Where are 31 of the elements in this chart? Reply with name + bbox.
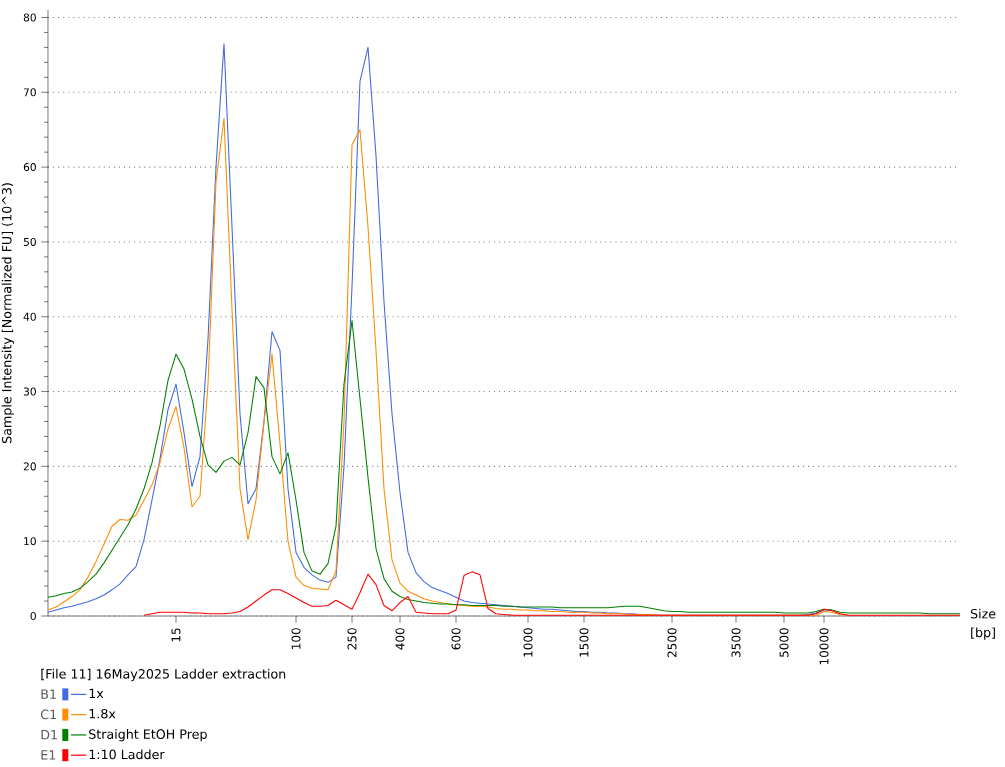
text: E1 bbox=[41, 750, 56, 760]
x-tick-label: 1500 bbox=[579, 628, 589, 657]
y-axis-title: Sample Intensity [Normalized FU] (10^3) bbox=[1, 183, 14, 444]
x-tick-label: 10000 bbox=[819, 628, 829, 665]
x-tick-label: 600 bbox=[451, 628, 461, 650]
x-tick-label: 5000 bbox=[779, 628, 789, 657]
x-tick-label: 250 bbox=[347, 628, 357, 650]
y-tick-label: 0 bbox=[30, 611, 36, 621]
legend-label: Straight EtOH Prep bbox=[89, 729, 207, 742]
x-axis-title: Size [bp] bbox=[970, 608, 996, 640]
y-tick-label: 40 bbox=[23, 312, 36, 321]
text: D1 bbox=[41, 730, 57, 740]
legend-label: 1.8x bbox=[89, 708, 116, 719]
y-tick-label: 10 bbox=[24, 537, 36, 546]
legend-label: 1:10 Ladder bbox=[89, 749, 165, 760]
y-tick-label: 70 bbox=[23, 88, 36, 97]
y-tick-label: 20 bbox=[23, 462, 36, 471]
x-tick-label: 2500 bbox=[667, 628, 677, 658]
y-tick-label: 80 bbox=[23, 13, 36, 22]
text: B1 bbox=[41, 689, 56, 699]
legend-title: [File 11] 16May2025 Ladder extraction bbox=[41, 668, 286, 682]
x-tick-label: 15 bbox=[171, 628, 181, 642]
x-tick-label: 100 bbox=[291, 628, 301, 649]
y-tick-label: 30 bbox=[23, 387, 36, 396]
text: C1 bbox=[40, 709, 57, 720]
y-tick-label: 50 bbox=[23, 237, 36, 246]
x-tick-label: 3500 bbox=[731, 628, 741, 657]
y-tick-label: 60 bbox=[23, 163, 36, 172]
x-tick-label: 1000 bbox=[523, 628, 533, 657]
x-tick-label: 400 bbox=[395, 628, 405, 650]
legend-label: 1x bbox=[89, 688, 104, 699]
